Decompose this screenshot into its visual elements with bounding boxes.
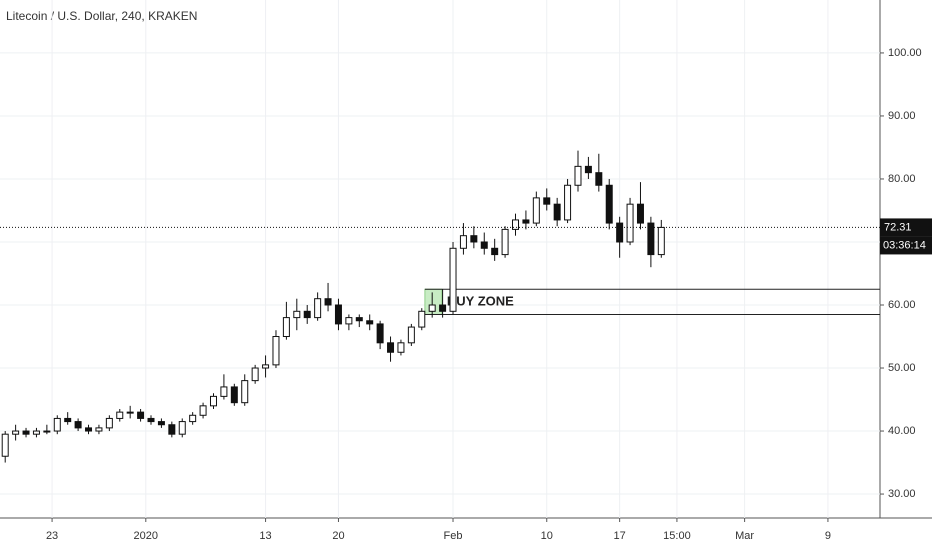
candle-body (428, 304, 436, 312)
candle-body (595, 172, 603, 186)
candle-body (480, 241, 488, 249)
candle-body (178, 421, 186, 435)
countdown-label: 03:36:14 (883, 239, 926, 251)
y-tick-label: 80.00 (888, 173, 916, 185)
candle-body (209, 395, 217, 407)
candle-body (1, 433, 9, 457)
y-tick-label: 40.00 (888, 425, 916, 437)
candle-body (105, 417, 113, 429)
candle-body (282, 317, 290, 338)
chart-title: Litecoin / U.S. Dollar, 240, KRAKEN (6, 9, 197, 23)
x-tick-label: 9 (825, 530, 831, 542)
candle-body (230, 386, 238, 404)
candle-body (126, 411, 134, 414)
candle-body (293, 310, 301, 319)
candle-body (32, 430, 40, 435)
candle-body (564, 184, 572, 221)
candle-body (636, 203, 644, 224)
candle-body (626, 203, 634, 243)
candle-body (387, 342, 395, 353)
x-tick-label: 2020 (134, 530, 158, 542)
candle-body (543, 197, 551, 205)
candle-body (532, 197, 540, 224)
candle-body (345, 317, 353, 325)
candle-body (616, 222, 624, 243)
candle-body (657, 226, 665, 256)
candle-body (12, 430, 20, 435)
candle-body (74, 421, 82, 429)
candle-body (303, 310, 311, 319)
candle-body (220, 386, 228, 397)
candle-body (647, 222, 655, 256)
candle-body (418, 310, 426, 328)
candle-body (553, 203, 561, 221)
candle-body (512, 219, 520, 230)
candle-body (43, 430, 51, 433)
candle-body (64, 417, 72, 423)
candle-body (157, 421, 165, 426)
candle-body (251, 367, 259, 382)
candle-body (53, 417, 61, 432)
candle-body (449, 247, 457, 312)
candle-body (189, 414, 197, 423)
x-tick-label: Mar (735, 530, 754, 542)
candle-body (334, 304, 342, 325)
x-tick-label: Feb (444, 530, 463, 542)
candle-body (199, 405, 207, 416)
candle-body (407, 326, 415, 344)
x-tick-label: 20 (332, 530, 344, 542)
candle-body (116, 411, 124, 419)
candle-body (459, 235, 467, 249)
candle-body (95, 427, 103, 432)
candle-body (470, 235, 478, 243)
y-tick-label: 100.00 (888, 47, 922, 59)
candle-body (241, 380, 249, 404)
x-tick-label: 17 (614, 530, 626, 542)
candle-body (605, 184, 613, 224)
y-tick-label: 50.00 (888, 362, 916, 374)
last-price-box (880, 218, 932, 237)
candle-body (262, 364, 270, 369)
candle-body (272, 336, 280, 366)
candle-body (522, 219, 530, 224)
candle-body (501, 228, 509, 256)
candle-body (574, 165, 582, 186)
candle-body (397, 342, 405, 353)
countdown-box (880, 236, 932, 255)
candle-body (22, 430, 30, 435)
x-tick-label: 15:00 (663, 530, 691, 542)
candle-body (491, 247, 499, 256)
candle-body (324, 298, 332, 306)
candle-body (584, 165, 592, 174)
candle-body (168, 424, 176, 435)
y-tick-label: 60.00 (888, 299, 916, 311)
candle-body (355, 317, 363, 322)
candle-body (376, 323, 384, 344)
last-price-label: 72.31 (884, 221, 912, 233)
candle-body (314, 298, 322, 319)
candle-body (439, 304, 447, 312)
buy-zone-label: BUY ZONE (447, 293, 514, 308)
candle-body (137, 411, 145, 419)
candle-body (366, 320, 374, 325)
x-tick-label: 13 (259, 530, 271, 542)
y-tick-label: 30.00 (888, 488, 916, 500)
x-tick-label: 23 (46, 530, 58, 542)
candle-body (85, 427, 93, 432)
y-tick-label: 90.00 (888, 110, 916, 122)
x-tick-label: 10 (541, 530, 553, 542)
candle-body (147, 417, 155, 423)
